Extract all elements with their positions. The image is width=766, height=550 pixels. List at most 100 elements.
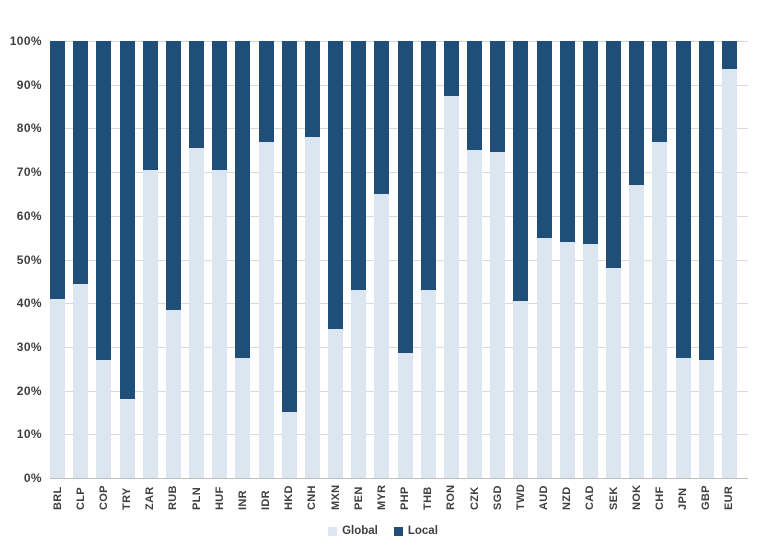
bar-EUR	[721, 41, 737, 478]
bar-IDR	[258, 41, 274, 478]
bar-segment-local	[351, 41, 367, 291]
bar-segment-local	[328, 41, 344, 330]
x-axis-label-TWD: TWD	[513, 484, 528, 510]
y-axis-tick-label: 10%	[16, 427, 42, 441]
bar-INR	[235, 41, 251, 478]
bar-segment-local	[698, 41, 714, 360]
bar-segment-global	[629, 185, 645, 478]
bar-GBP	[698, 41, 714, 478]
bar-segment-local	[490, 41, 506, 153]
bar-segment-global	[374, 193, 390, 478]
bar-segment-global	[351, 290, 367, 478]
bar-segment-global	[50, 298, 65, 478]
bar-segment-local	[258, 41, 274, 142]
x-axis-label-HKD: HKD	[282, 484, 297, 510]
x-axis-label-THB: THB	[421, 484, 436, 510]
y-axis-tick-label: 80%	[16, 121, 42, 135]
bars-container	[50, 41, 737, 478]
bar-segment-global	[73, 283, 89, 478]
bar-ZAR	[142, 41, 158, 478]
x-axis-label-JPN: JPN	[676, 484, 691, 510]
x-axis-label-PLN: PLN	[189, 484, 204, 510]
legend-swatch-local-icon	[393, 526, 403, 536]
bar-segment-local	[235, 41, 251, 358]
bar-segment-local	[652, 41, 668, 142]
legend-swatch-global-icon	[328, 526, 338, 536]
bar-PEN	[351, 41, 367, 478]
x-axis-label-text: THB	[422, 486, 435, 510]
x-axis-label-HUF: HUF	[212, 484, 227, 510]
bar-segment-local	[582, 41, 598, 245]
y-axis-tick-label: 70%	[16, 165, 42, 179]
bar-PLN	[189, 41, 205, 478]
bar-segment-global	[721, 69, 737, 478]
x-axis-label-text: CAD	[584, 485, 597, 510]
bar-JPN	[675, 41, 691, 478]
bar-segment-local	[189, 41, 205, 149]
legend-label-global: Global	[342, 525, 378, 537]
bar-segment-global	[536, 237, 552, 478]
bar-segment-global	[490, 152, 506, 478]
bar-segment-local	[374, 41, 390, 194]
bar-segment-global	[513, 301, 529, 478]
bar-RON	[443, 41, 459, 478]
x-axis-label-text: COP	[97, 485, 110, 510]
bar-segment-global	[582, 244, 598, 478]
x-axis-label-CAD: CAD	[583, 484, 598, 510]
bar-segment-global	[235, 357, 251, 478]
bar-segment-local	[629, 41, 645, 186]
bar-segment-local	[721, 41, 737, 70]
x-axis-label-text: CZK	[468, 486, 481, 510]
bar-segment-global	[606, 268, 622, 478]
x-axis-label-text: INR	[236, 490, 249, 510]
x-axis-label-text: ZAR	[144, 486, 157, 510]
y-axis-tick-label: 50%	[16, 253, 42, 267]
x-axis-label-text: AUD	[538, 485, 551, 510]
x-axis-label-BRL: BRL	[50, 484, 65, 510]
bar-segment-global	[119, 399, 135, 478]
bar-COP	[96, 41, 112, 478]
bar-segment-global	[652, 141, 668, 478]
x-axis-label-text: MYR	[375, 484, 388, 510]
x-axis-label-text: PEN	[352, 486, 365, 510]
x-axis-label-text: SEK	[607, 486, 620, 510]
x-axis-label-text: HUF	[213, 486, 226, 510]
y-axis-tick-label: 40%	[16, 296, 42, 310]
bar-segment-local	[467, 41, 483, 151]
bar-TWD	[513, 41, 529, 478]
x-axis-label-CHF: CHF	[652, 484, 667, 510]
x-axis-label-MYR: MYR	[374, 484, 389, 510]
x-axis-label-SEK: SEK	[606, 484, 621, 510]
x-axis-label-text: CHF	[653, 486, 666, 510]
bar-NOK	[629, 41, 645, 478]
bar-MYR	[374, 41, 390, 478]
x-axis-label-PHP: PHP	[398, 484, 413, 510]
bar-RUB	[165, 41, 181, 478]
x-axis-label-text: HKD	[283, 485, 296, 510]
y-axis: 100% 90% 80% 70% 60% 50% 40% 30% 20% 10% 0%	[0, 34, 42, 485]
x-axis-label-text: BRL	[51, 486, 64, 510]
bar-AUD	[536, 41, 552, 478]
bar-segment-global	[96, 360, 112, 478]
bar-segment-global	[281, 412, 297, 478]
bar-MXN	[328, 41, 344, 478]
plot-area	[50, 41, 748, 479]
bar-segment-local	[513, 41, 529, 301]
x-axis-label-text: MXN	[329, 484, 342, 510]
legend: Global Local	[0, 525, 766, 537]
bar-segment-local	[50, 41, 65, 299]
bar-segment-global	[443, 95, 459, 478]
x-axis-label-GBP: GBP	[699, 484, 714, 510]
y-axis-tick-label: 60%	[16, 209, 42, 223]
x-axis-label-INR: INR	[235, 484, 250, 510]
legend-item-global: Global	[328, 525, 378, 537]
bar-segment-global	[675, 357, 691, 478]
x-axis-label-text: TRY	[121, 487, 134, 510]
bar-PHP	[397, 41, 413, 478]
x-axis-label-CLP: CLP	[73, 484, 88, 510]
bar-segment-local	[559, 41, 575, 243]
x-axis-label-text: NZD	[561, 486, 574, 510]
bar-segment-local	[675, 41, 691, 358]
bar-CZK	[467, 41, 483, 478]
x-axis-label-IDR: IDR	[259, 484, 274, 510]
